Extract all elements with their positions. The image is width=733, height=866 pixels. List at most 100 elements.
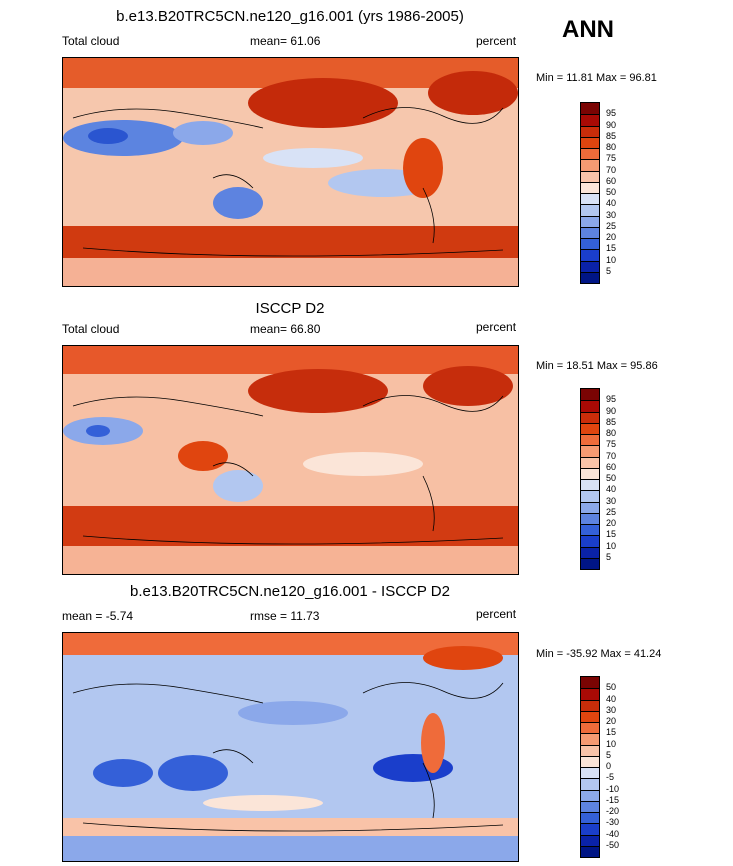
panel-2-units: percent: [476, 320, 517, 334]
colorbar-tick-label: 50: [606, 473, 617, 483]
colorbar-segment: [581, 445, 599, 457]
colorbar-tick-label: 5: [606, 551, 612, 562]
colorbar-segment: [581, 125, 599, 137]
colorbar-tick-label: 15: [606, 727, 617, 738]
panel-3-rmse: rmse = 11.73: [250, 609, 320, 623]
colorbar-segment: [581, 789, 599, 801]
colorbar-segment: [581, 812, 599, 824]
north-pacific-max: [248, 78, 398, 128]
colorbar-tick-label: -40: [606, 828, 620, 839]
colorbar-segment: [581, 103, 599, 115]
colorbar-segment: [581, 490, 599, 502]
panel-1-map: [62, 57, 519, 287]
colorbar-segment: [581, 159, 599, 171]
colorbar-segment: [581, 215, 599, 227]
colorbar-tick-label: 15: [606, 529, 617, 540]
panel-2-minmax: Min = 18.51 Max = 95.86: [536, 360, 658, 372]
colorbar-tick-label: 75: [606, 439, 617, 450]
colorbar-segment: [581, 501, 599, 513]
colorbar-segment: [581, 800, 599, 812]
maritime-continent: [178, 441, 228, 471]
colorbar-segment: [581, 260, 599, 272]
colorbar-segment: [581, 271, 599, 283]
panel-3-map: [62, 632, 519, 862]
colorbar-tick-label: -15: [606, 794, 620, 805]
south-america-high: [403, 138, 443, 198]
sahara-core: [88, 128, 128, 144]
panel-3-contour-plot: [63, 633, 518, 861]
greenland-positive: [423, 646, 503, 670]
colorbar-segment: [581, 148, 599, 160]
colorbar-segment: [581, 467, 599, 479]
colorbar-tick-label: 5: [606, 749, 612, 760]
panel-3-title: b.e13.B20TRC5CN.ne120_g16.001 - ISCCP D2: [130, 583, 450, 600]
panel-3-minmax: Min = -35.92 Max = 41.24: [536, 648, 662, 660]
colorbar-tick-label: 0: [606, 761, 612, 771]
colorbar-segment: [581, 411, 599, 423]
colorbar-segment: [581, 249, 599, 261]
colorbar-tick-label: 40: [606, 693, 617, 704]
colorbar-segment: [581, 512, 599, 524]
colorbar-tick-label: 30: [606, 209, 617, 220]
colorbar-tick-label: 70: [606, 164, 617, 175]
colorbar-segment: [581, 688, 599, 700]
colorbar-segment: [581, 400, 599, 412]
colorbar-segment: [581, 238, 599, 250]
colorbar-tick-label: -5: [606, 772, 615, 783]
colorbar-tick-label: 20: [606, 232, 617, 242]
midlat-neutral: [203, 795, 323, 811]
colorbar-segment: [581, 114, 599, 126]
colorbar-segment: [581, 845, 599, 857]
colorbar-tick-label: 50: [606, 187, 617, 197]
colorbar-segment: [581, 744, 599, 756]
panel-2-map: [62, 345, 519, 575]
colorbar-tick-label: 60: [606, 175, 617, 186]
sahara-core: [86, 425, 110, 437]
colorbar-segment: [581, 170, 599, 182]
colorbar-tick-label: 15: [606, 243, 617, 254]
colorbar-tick-label: 30: [606, 704, 617, 715]
north-pacific-max: [248, 369, 388, 413]
colorbar-segment: [581, 535, 599, 547]
southern-ocean-band: [63, 506, 518, 546]
colorbar-segment: [581, 546, 599, 558]
colorbar-tick-label: 40: [606, 484, 617, 495]
north-pacific-negative: [238, 701, 348, 725]
panel-1-title: b.e13.B20TRC5CN.ne120_g16.001 (yrs 1986-…: [116, 8, 464, 25]
colorbar-tick-label: 85: [606, 130, 617, 141]
tropical-pacific: [263, 148, 363, 168]
colorbar-tick-label: 90: [606, 405, 617, 416]
panel-2-colorbar: [580, 388, 600, 570]
panel-3-units: percent: [476, 607, 517, 621]
panel-2-contour-plot: [63, 346, 518, 574]
colorbar-segment: [581, 557, 599, 569]
panel-1-units: percent: [476, 34, 517, 48]
colorbar-tick-label: 10: [606, 738, 617, 749]
southern-ocean-band: [63, 818, 518, 836]
colorbar-tick-label: 70: [606, 450, 617, 461]
panel-1-variable-label: Total cloud: [62, 34, 120, 48]
tropical-pacific: [303, 452, 423, 476]
colorbar-tick-label: 75: [606, 153, 617, 164]
andes-positive: [421, 713, 445, 773]
colorbar-segment: [581, 193, 599, 205]
antarctic-band: [63, 258, 518, 286]
colorbar-segment: [581, 226, 599, 238]
colorbar-segment: [581, 136, 599, 148]
colorbar-tick-label: 10: [606, 540, 617, 551]
colorbar-tick-label: 25: [606, 220, 617, 231]
coastlines: [72, 107, 504, 257]
coastlines: [72, 395, 504, 545]
south-atlantic-negative: [93, 759, 153, 787]
colorbar-segment: [581, 699, 599, 711]
panel-2-variable-label: Total cloud: [62, 322, 120, 336]
panel-2-title: ISCCP D2: [255, 300, 325, 317]
colorbar-segment: [581, 755, 599, 767]
colorbar-tick-label: 25: [606, 506, 617, 517]
colorbar-tick-label: 40: [606, 198, 617, 209]
antarctic-band: [63, 546, 518, 574]
colorbar-tick-label: -50: [606, 839, 620, 850]
antarctic-band: [63, 836, 518, 861]
colorbar-tick-label: 90: [606, 119, 617, 130]
colorbar-tick-label: -10: [606, 783, 620, 794]
